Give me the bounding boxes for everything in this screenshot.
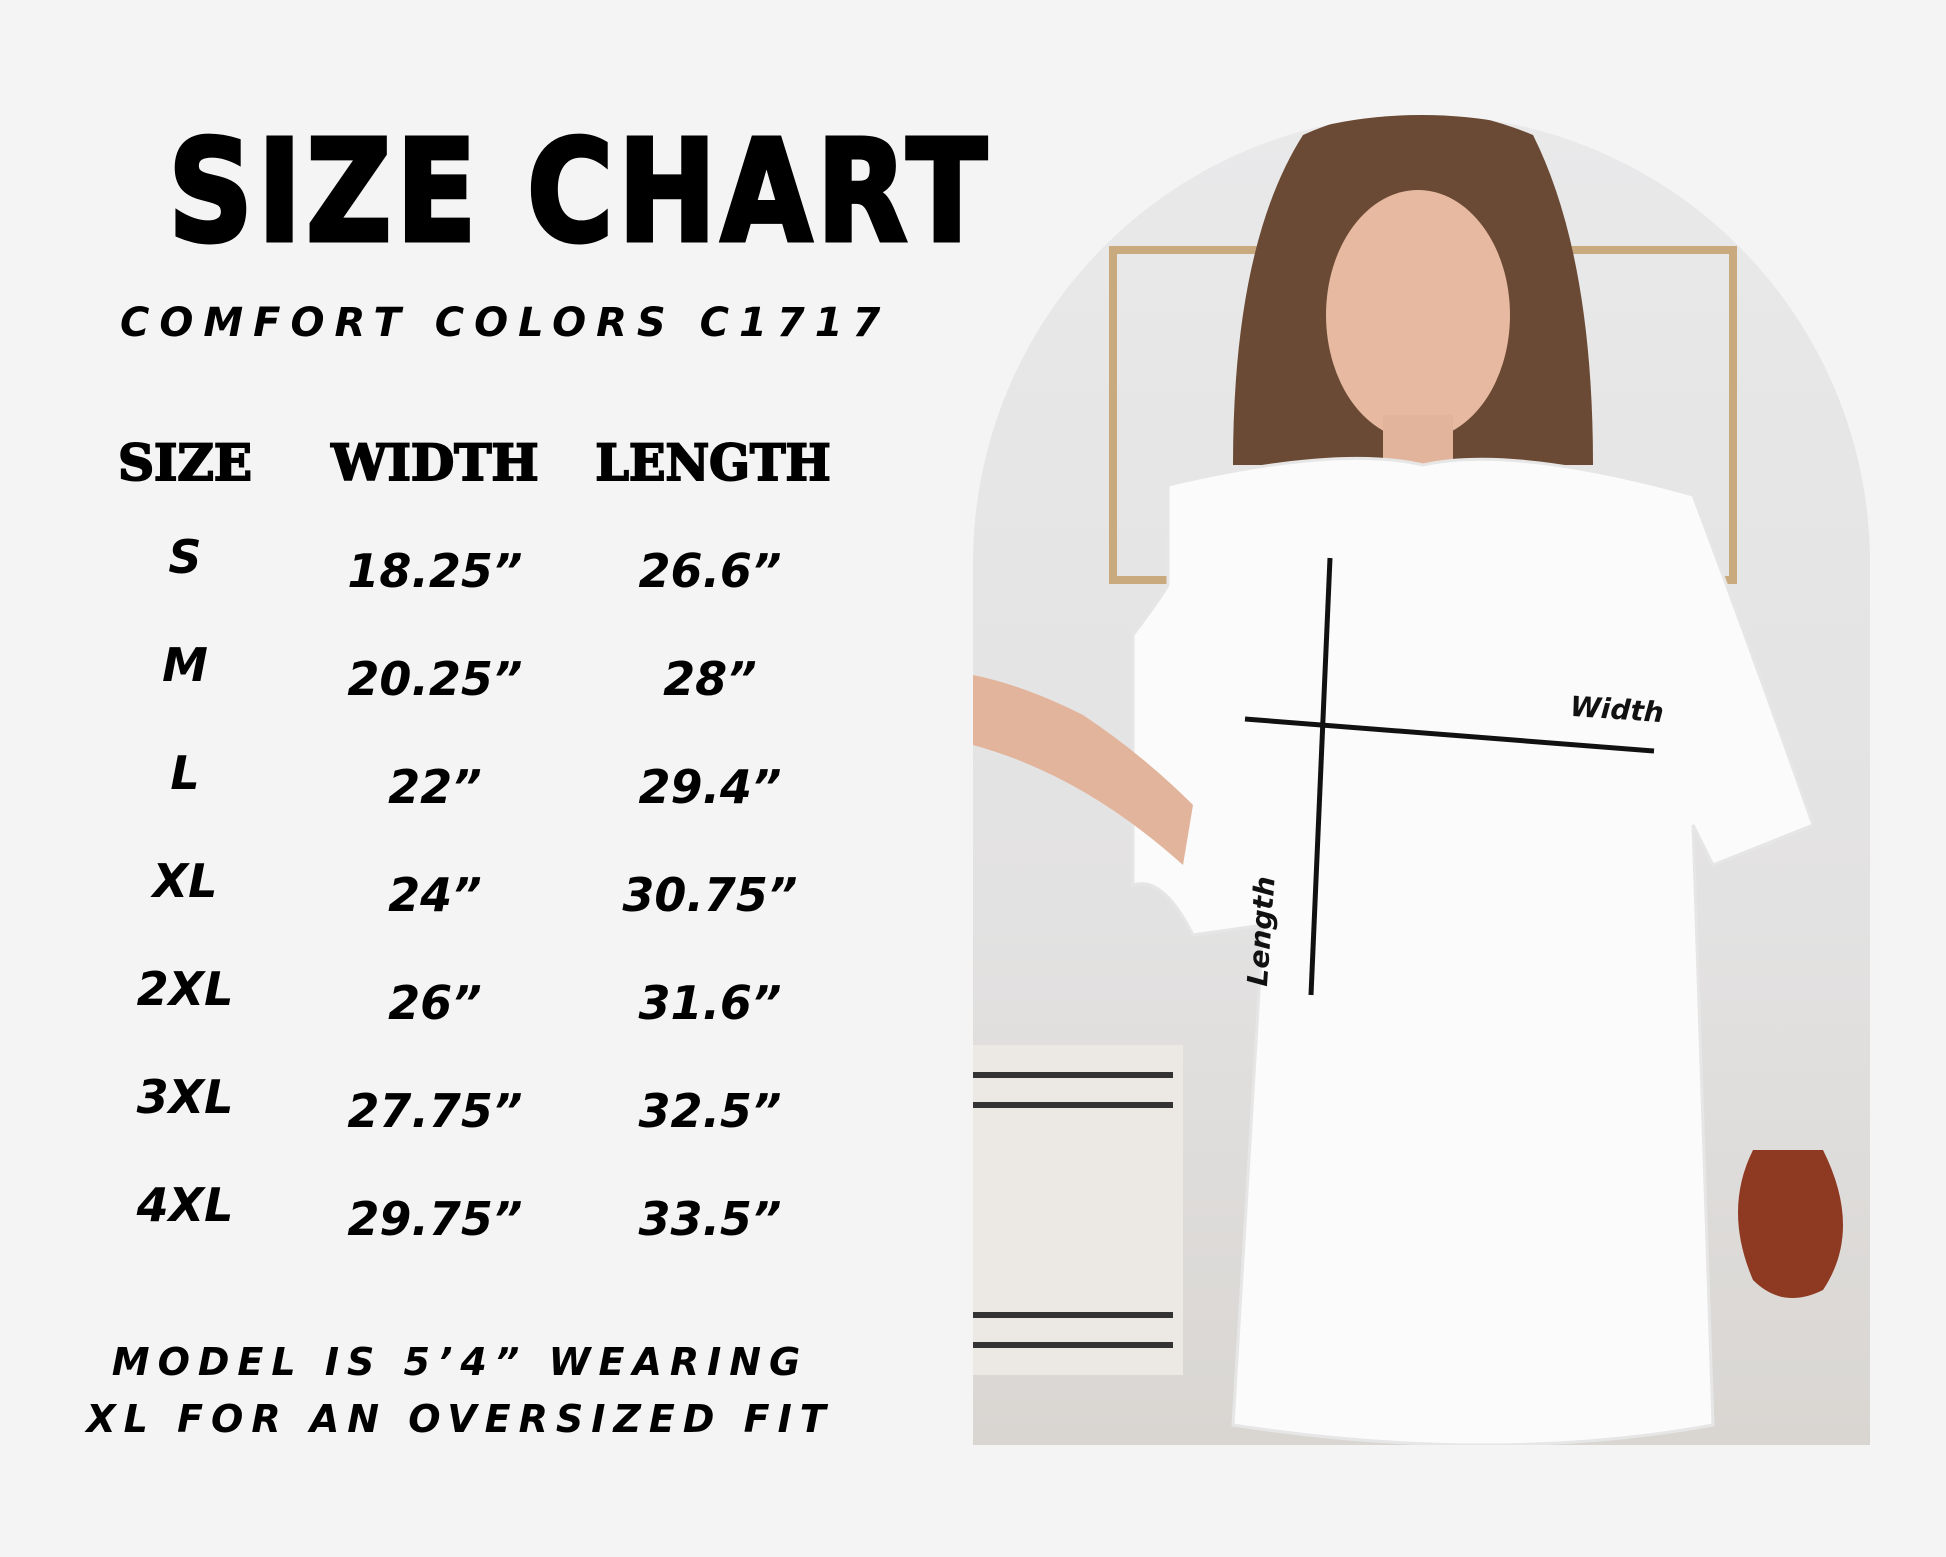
header-size: SIZE	[117, 432, 253, 493]
cell-size-box: 4XL	[100, 1177, 270, 1233]
cell-length-box: 33.5”	[590, 1191, 830, 1247]
pillow-stripes	[973, 1072, 1173, 1348]
header-width-box: WIDTH	[320, 432, 550, 493]
length-line	[1308, 557, 1333, 996]
cell-length-box: 26.6”	[590, 543, 830, 599]
cell-size-box: XL	[100, 853, 270, 909]
cell-width-box: 26”	[320, 975, 550, 1031]
page-title-box: SIZE CHART	[88, 115, 988, 270]
cell-length-box: 32.5”	[590, 1083, 830, 1139]
product-subtitle: COMFORT COLORS C1717	[120, 300, 891, 346]
cell-length: 31.6”	[638, 976, 782, 1030]
model-illustration	[973, 115, 1843, 1445]
model-photo: Width Length	[973, 115, 1870, 1445]
cell-length: 28”	[663, 652, 757, 706]
cell-size-box: 2XL	[100, 961, 270, 1017]
cell-width: 26”	[388, 976, 482, 1030]
cell-length: 30.75”	[622, 868, 798, 922]
cell-length: 33.5”	[638, 1192, 782, 1246]
cell-width-box: 27.75”	[320, 1083, 550, 1139]
vase	[1738, 1150, 1843, 1298]
pillow	[973, 1045, 1183, 1375]
cell-size-box: L	[100, 745, 270, 801]
model-note-line1-box: MODEL IS 5’4” WEARING	[60, 1338, 860, 1386]
cell-width: 18.25”	[347, 544, 523, 598]
cell-size: 4XL	[136, 1178, 234, 1232]
cell-length-box: 28”	[590, 651, 830, 707]
cell-width-box: 18.25”	[320, 543, 550, 599]
cell-size-box: S	[100, 529, 270, 585]
header-length: LENGTH	[594, 432, 831, 493]
cell-length-box: 29.4”	[590, 759, 830, 815]
cell-width: 27.75”	[347, 1084, 523, 1138]
header-length-box: LENGTH	[590, 432, 831, 493]
tshirt	[1131, 456, 1815, 1445]
cell-width-box: 24”	[320, 867, 550, 923]
cell-size-box: 3XL	[100, 1069, 270, 1125]
header-size-box: SIZE	[100, 432, 270, 493]
cell-size: XL	[152, 854, 218, 908]
header-width: WIDTH	[330, 432, 539, 493]
product-subtitle-box: COMFORT COLORS C1717	[120, 298, 890, 348]
cell-width-box: 22”	[320, 759, 550, 815]
measure-lines	[1244, 557, 1655, 996]
cell-length-box: 31.6”	[590, 975, 830, 1031]
cell-length: 26.6”	[638, 544, 782, 598]
cell-width: 29.75”	[347, 1192, 523, 1246]
cell-length-box: 30.75”	[590, 867, 830, 923]
cell-size: L	[170, 746, 200, 800]
face	[1326, 190, 1510, 440]
width-label: Width	[1568, 689, 1665, 730]
page-title: SIZE CHART	[166, 111, 992, 274]
model-note-line1: MODEL IS 5’4” WEARING	[111, 1340, 809, 1384]
cell-width: 22”	[388, 760, 482, 814]
cell-size: S	[168, 530, 202, 584]
width-line	[1244, 716, 1655, 754]
cell-length: 32.5”	[638, 1084, 782, 1138]
cell-length: 29.4”	[638, 760, 782, 814]
cell-size: 2XL	[136, 962, 234, 1016]
arm	[973, 675, 1193, 865]
cell-size: 3XL	[136, 1070, 234, 1124]
cell-width-box: 20.25”	[320, 651, 550, 707]
model-note-line2: XL FOR AN OVERSIZED FIT	[86, 1397, 834, 1441]
cell-width: 24”	[388, 868, 482, 922]
cell-size-box: M	[100, 637, 270, 693]
model-note-line2-box: XL FOR AN OVERSIZED FIT	[60, 1395, 860, 1443]
cell-width: 20.25”	[347, 652, 523, 706]
cell-width-box: 29.75”	[320, 1191, 550, 1247]
cell-size: M	[162, 638, 208, 692]
